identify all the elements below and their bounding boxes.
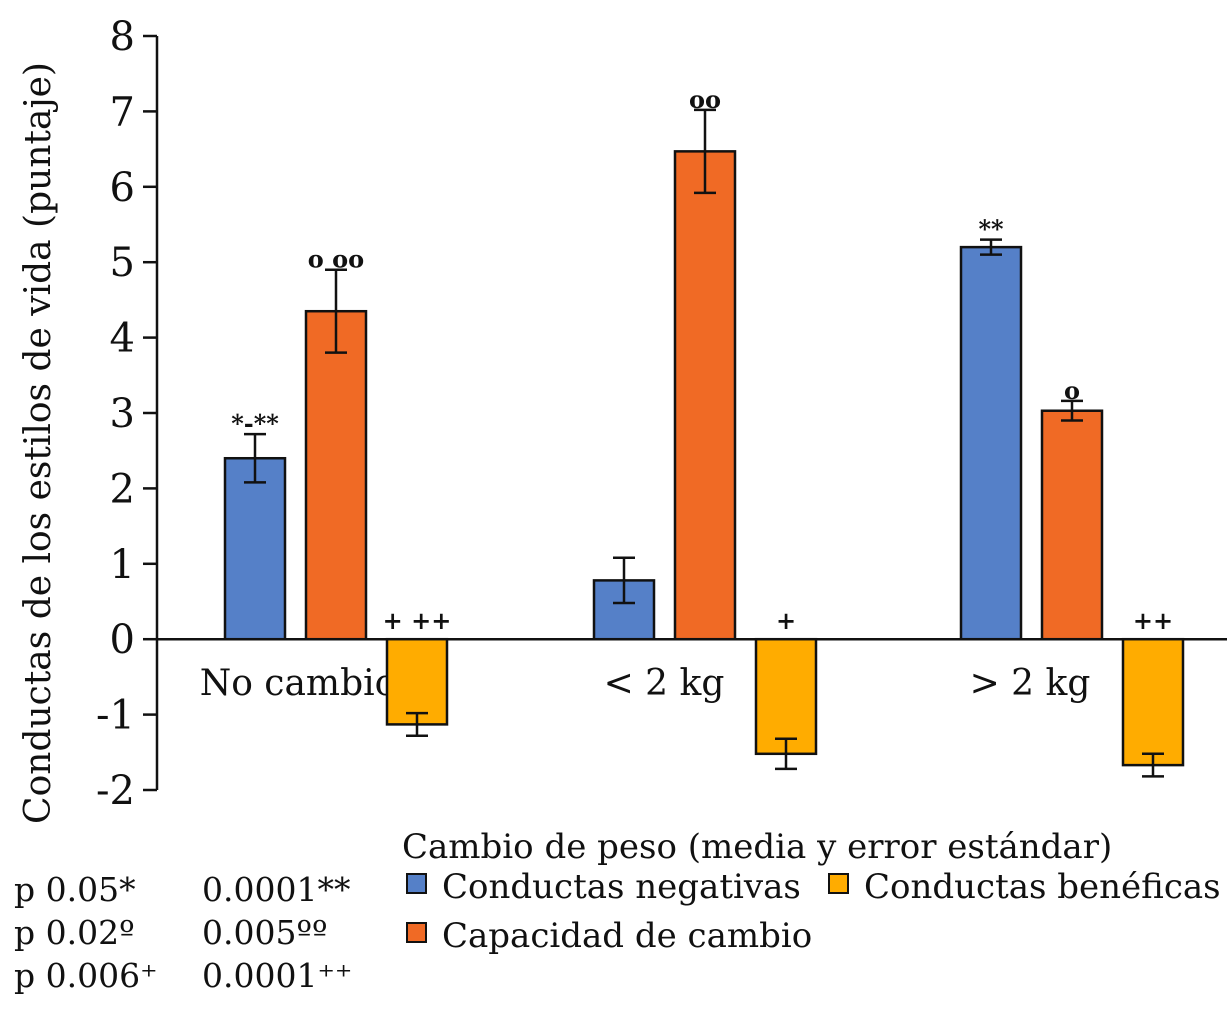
note-p: p 0.006⁺	[14, 956, 158, 995]
significance-notes: p 0.05* 0.0001** p 0.02º 0.005ºº p 0.006⁺ 0…	[14, 868, 352, 997]
note-p: p 0.05*	[14, 870, 136, 909]
significance-marker: o oo	[308, 245, 364, 274]
legend: Cambio de peso (media y error estándar)C…	[402, 827, 1221, 956]
bar	[959, 245, 1023, 641]
significance-marker: **	[978, 215, 1004, 244]
legend-swatch	[828, 873, 849, 894]
x-category-label: < 2 kg	[604, 663, 725, 704]
x-category-label: > 2 kg	[970, 663, 1091, 704]
bars: *-** o oo + ++ oo + ** o ++	[223, 85, 1185, 778]
legend-swatch	[406, 873, 427, 894]
y-tick-label: 3	[110, 391, 135, 437]
note-p2: 0.005ºº	[202, 913, 328, 952]
note-row: p 0.05* 0.0001**	[14, 868, 352, 911]
significance-marker: +	[776, 606, 796, 635]
y-tick-label: 7	[110, 89, 135, 135]
significance-marker: ++	[1133, 606, 1173, 635]
significance-marker: *-**	[231, 409, 279, 438]
y-tick-label: -2	[96, 768, 135, 814]
bar	[1121, 637, 1185, 767]
note-p2: 0.0001⁺⁺	[202, 956, 353, 995]
y-tick-label: 8	[110, 14, 135, 60]
significance-marker: o	[1064, 376, 1080, 405]
y-tick-label: 2	[110, 466, 135, 512]
y-tick-label: 5	[110, 240, 135, 286]
legend-title: Cambio de peso (media y error estándar)	[402, 827, 1112, 867]
y-tick-label: 0	[110, 617, 135, 663]
note-row: p 0.02º 0.005ºº	[14, 911, 352, 954]
significance-marker: oo	[689, 85, 721, 114]
y-tick-label: 6	[110, 165, 135, 211]
bar	[754, 637, 818, 756]
significance-marker: + ++	[383, 606, 452, 635]
bar	[1040, 409, 1104, 641]
y-axis-label: Conductas de los estilos de vida (puntaj…	[18, 62, 59, 824]
bar	[673, 150, 737, 641]
legend-label: Conductas benéficas	[864, 867, 1221, 907]
legend-label: Conductas negativas	[442, 867, 801, 907]
note-row: p 0.006⁺ 0.0001⁺⁺	[14, 954, 352, 997]
note-p: p 0.02º	[14, 913, 135, 952]
bar	[304, 309, 368, 641]
bar	[223, 456, 287, 641]
x-category-label: No cambio	[200, 663, 397, 704]
note-p2: 0.0001**	[202, 870, 351, 909]
y-tick-label: 4	[110, 316, 135, 362]
legend-label: Capacidad de cambio	[442, 916, 812, 956]
axes: -2 -1 0 1 2 3 4 5 6 7 8 Conductas de los estilos de…	[18, 14, 1227, 824]
y-tick-label: 1	[110, 542, 135, 588]
legend-swatch	[406, 922, 427, 943]
y-tick-label: -1	[96, 693, 135, 739]
bar	[385, 637, 449, 726]
